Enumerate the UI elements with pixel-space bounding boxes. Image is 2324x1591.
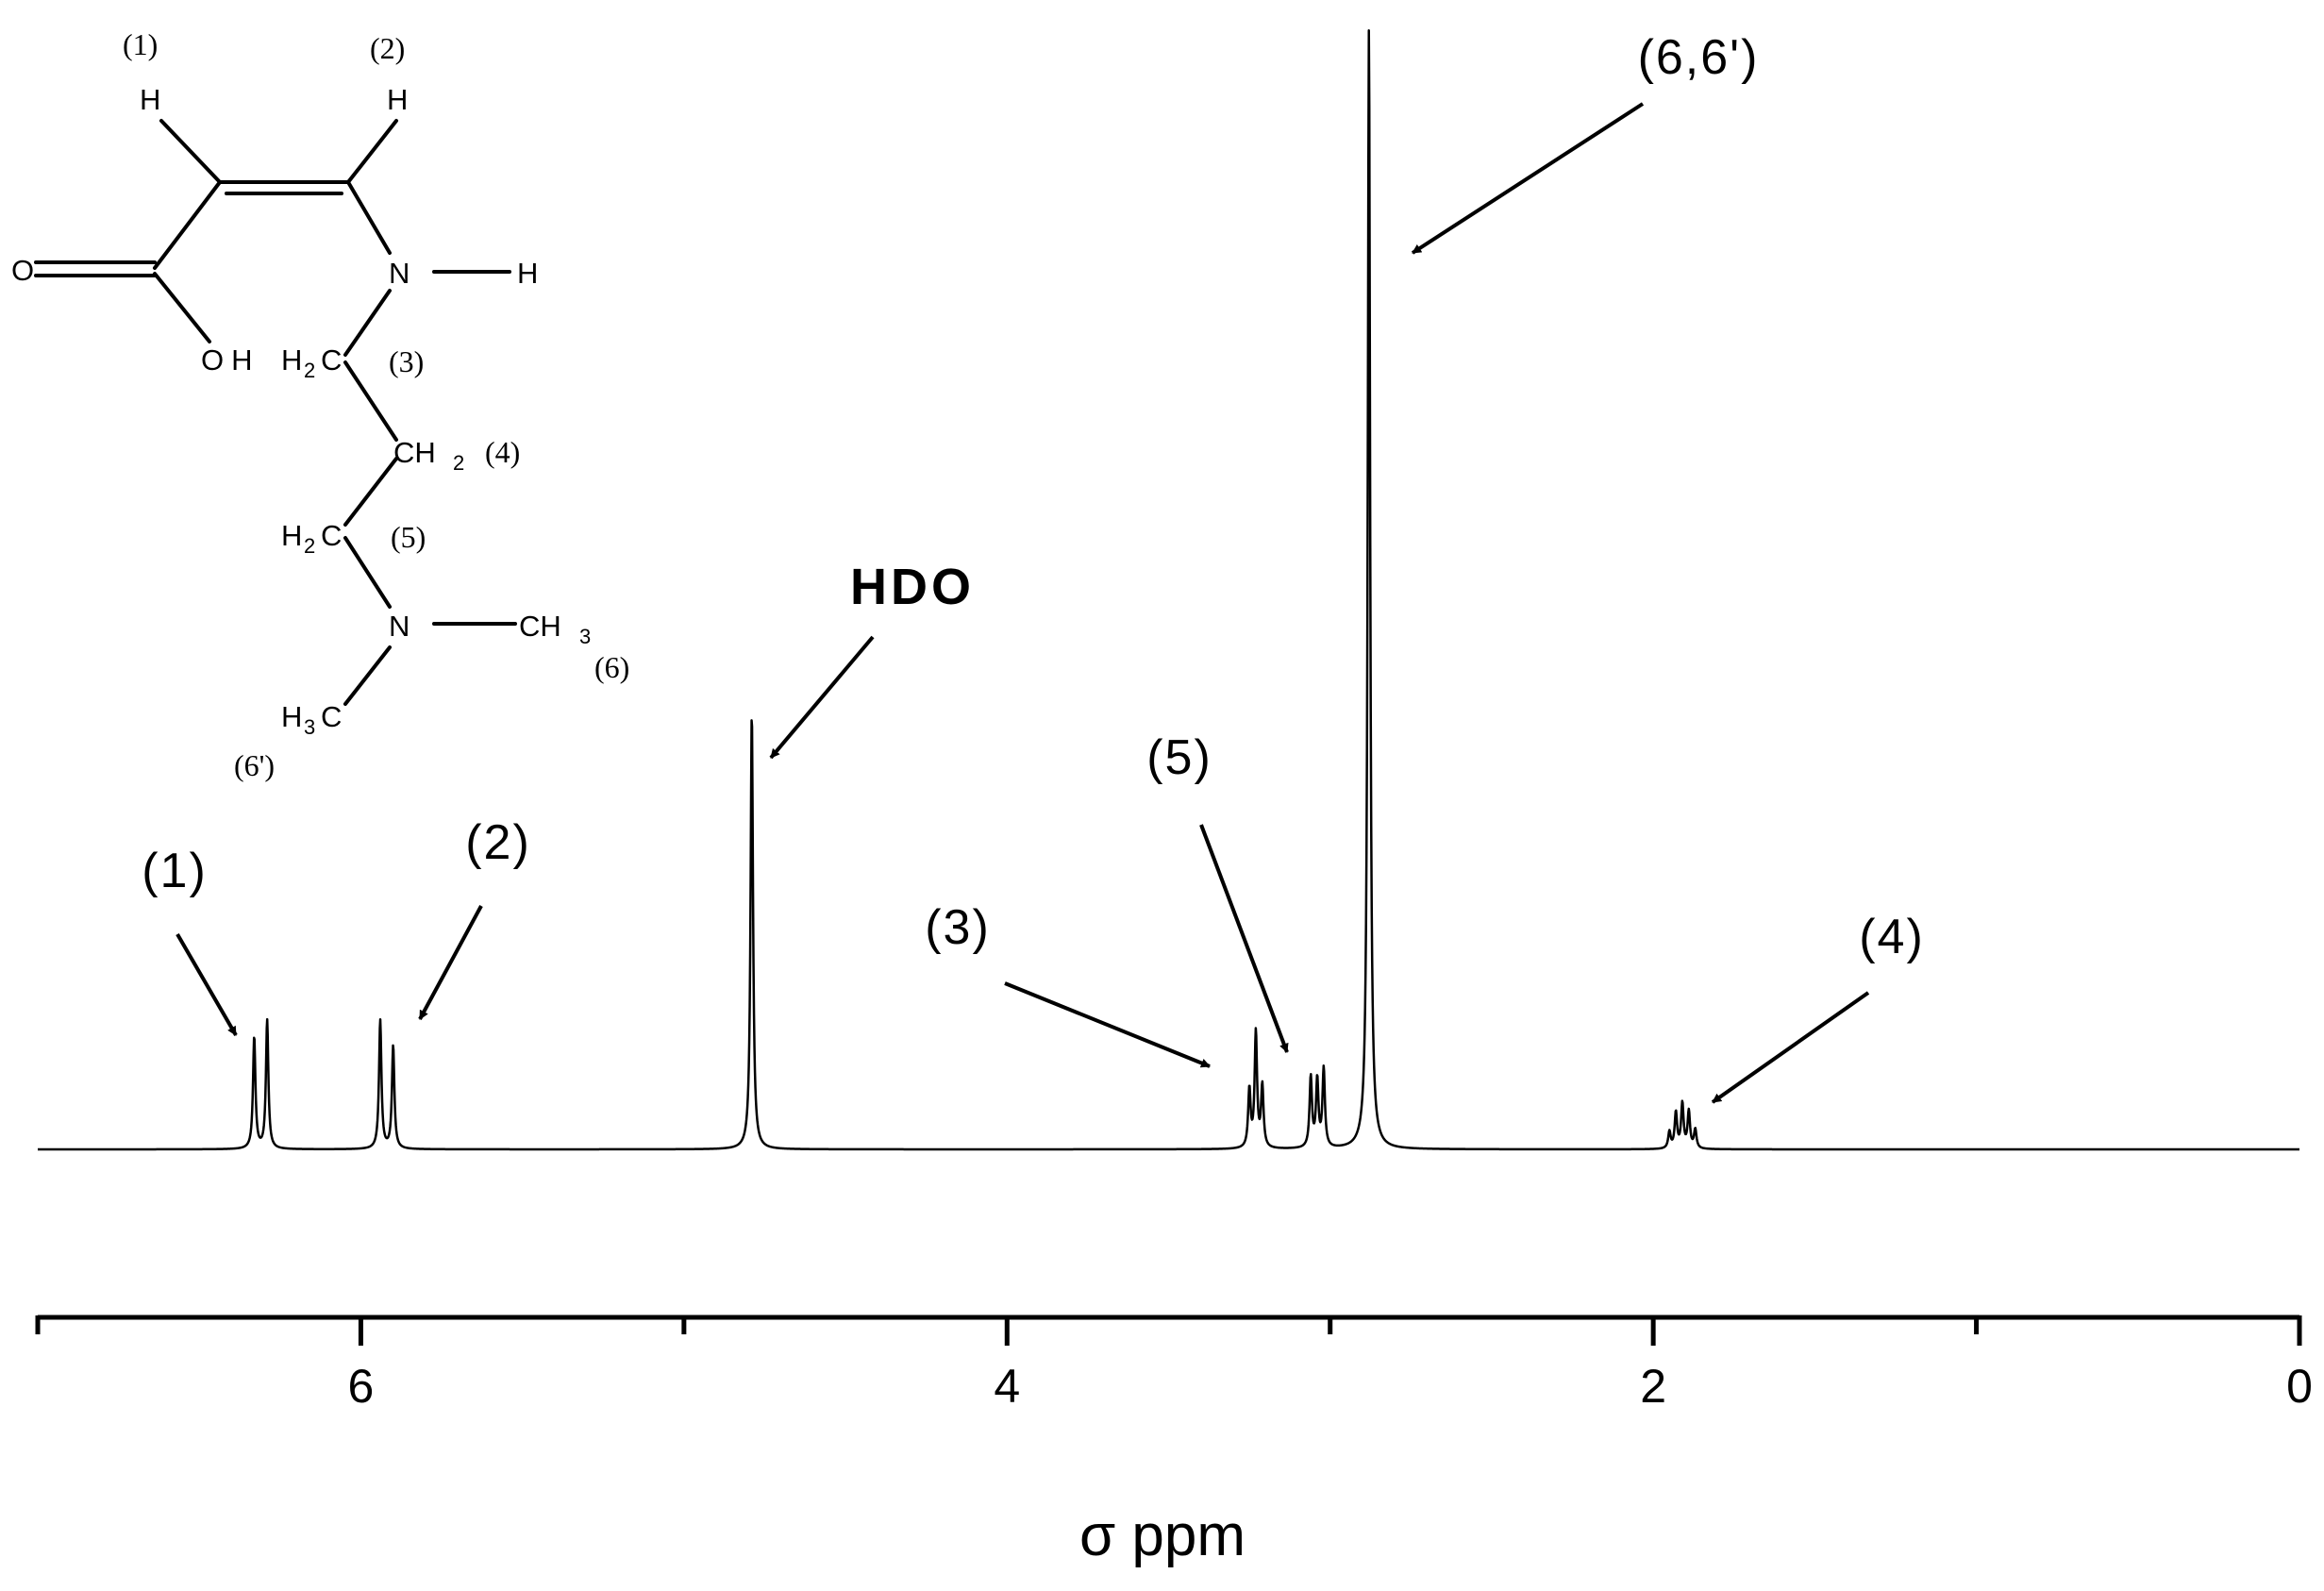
atom-n-amide: N xyxy=(389,257,410,290)
peak-annotation-arrow xyxy=(769,635,875,760)
position-label-1: (1) xyxy=(123,27,158,61)
atom-sub-ch2-5: 2 xyxy=(304,534,315,558)
bond-n-ch2 xyxy=(343,289,392,357)
atom-h-amide: H xyxy=(517,257,538,290)
x-tick-label: 0 xyxy=(2286,1360,2313,1413)
x-axis-ticks xyxy=(35,1315,2302,1346)
bond-n-ch3b xyxy=(343,645,392,706)
peak-annotations: (1) (2) HDO (3) (5) (6,6') (4) xyxy=(142,30,1925,1104)
bond-h1-c xyxy=(159,119,222,184)
position-label-6-prime: (6') xyxy=(234,748,275,782)
chemical-structure xyxy=(34,119,517,706)
x-tick-label: 4 xyxy=(994,1360,1020,1413)
peak-annotation-arrow xyxy=(1004,981,1211,1068)
bond-ch2-ch2 xyxy=(343,360,398,442)
peak-annotation-arrow xyxy=(418,905,483,1020)
peak-annotation-label: (4) xyxy=(1859,910,1925,964)
atom-sub-ch3-6p: 3 xyxy=(304,715,315,739)
position-label-2: (2) xyxy=(370,31,405,65)
atom-h1: H xyxy=(140,83,160,116)
bond-h2-c xyxy=(346,119,398,184)
atom-o-carbonyl: O xyxy=(11,254,34,287)
peak-annotation-label: (6,6') xyxy=(1638,30,1760,85)
x-tick-label: 2 xyxy=(1640,1360,1666,1413)
atom-c-ch2-5: C xyxy=(321,519,342,552)
position-label-5: (5) xyxy=(391,520,426,554)
x-axis-tick-labels: 6 4 2 0 xyxy=(348,1360,2313,1413)
atom-oh: OH xyxy=(201,343,260,377)
position-label-6: (6) xyxy=(594,650,629,684)
atom-sub-ch2-3: 2 xyxy=(304,359,315,382)
atom-n-amine: N xyxy=(389,610,410,643)
x-tick-label: 6 xyxy=(348,1360,375,1413)
peak-annotation-arrow xyxy=(176,932,238,1037)
bond-ch2-ch2b xyxy=(343,457,398,527)
position-label-3: (3) xyxy=(389,344,424,378)
bond-c-n xyxy=(346,180,392,255)
atom-c-ch3-6p: C xyxy=(321,700,342,733)
spectrum-series-line xyxy=(37,29,2300,1151)
peak-annotation-arrow xyxy=(1411,102,1645,255)
bond-c-carbonyl xyxy=(153,180,222,270)
x-axis: 6 4 2 0 xyxy=(35,1315,2313,1413)
x-axis-title: σ ppm xyxy=(1079,1503,1246,1568)
atom-h-ch3-6p: H xyxy=(281,700,302,733)
atom-h-ch2-5: H xyxy=(281,519,302,552)
peak-annotation-label: (2) xyxy=(465,815,531,870)
atom-sub-ch2-4: 2 xyxy=(453,451,464,475)
peak-annotation-arrow xyxy=(1199,824,1289,1053)
peak-annotation-label: HDO xyxy=(850,559,975,615)
peak-annotation-arrow xyxy=(1711,991,1870,1104)
atom-h2: H xyxy=(387,83,408,116)
atom-sub-ch3-6: 3 xyxy=(579,625,591,648)
peak-annotation-label: (1) xyxy=(142,844,208,898)
atom-h-ch2-3: H xyxy=(281,343,302,377)
structure-atoms: H H O N H OH H 2 C CH 2 H 2 C N CH 3 H 3… xyxy=(11,27,629,782)
atom-ch-ch2-4: CH xyxy=(393,436,436,469)
peak-annotation-label: (3) xyxy=(925,900,991,955)
bond-ch2-n xyxy=(343,536,392,609)
position-label-4: (4) xyxy=(485,435,520,469)
bond-c-oh xyxy=(153,272,211,343)
peak-annotation-label: (5) xyxy=(1146,730,1212,785)
atom-c-ch2-3: C xyxy=(321,343,342,377)
atom-ch-ch3-6: CH xyxy=(519,610,561,643)
